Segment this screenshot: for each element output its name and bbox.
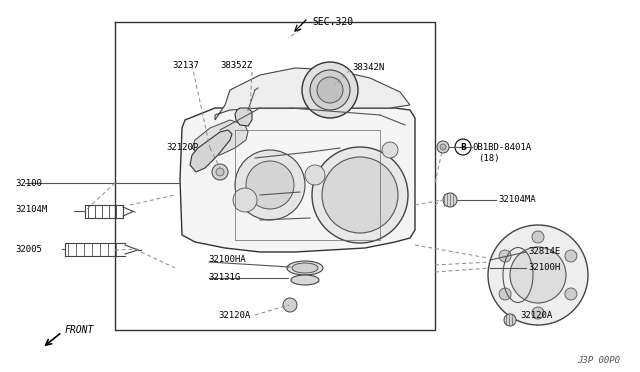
Polygon shape (192, 120, 248, 155)
Text: 32100H: 32100H (528, 263, 560, 273)
Text: 32100: 32100 (15, 179, 42, 187)
Circle shape (499, 250, 511, 262)
Text: 38342N: 38342N (352, 64, 384, 73)
Circle shape (532, 307, 544, 319)
Circle shape (322, 157, 398, 233)
Circle shape (233, 188, 257, 212)
Circle shape (305, 165, 325, 185)
Text: 38352Z: 38352Z (220, 61, 252, 70)
Circle shape (440, 144, 446, 150)
Text: 0B1BD-8401A: 0B1BD-8401A (472, 142, 531, 151)
Circle shape (488, 225, 588, 325)
Text: 32814E: 32814E (528, 247, 560, 257)
Circle shape (455, 139, 471, 155)
Text: 32120A: 32120A (520, 311, 552, 320)
Circle shape (565, 250, 577, 262)
Circle shape (312, 147, 408, 243)
Text: J3P 00P0: J3P 00P0 (577, 356, 620, 365)
Circle shape (317, 77, 343, 103)
Polygon shape (235, 108, 252, 126)
Text: 32131G: 32131G (208, 273, 240, 282)
Text: 32005: 32005 (15, 246, 42, 254)
Circle shape (510, 247, 566, 303)
Text: (18): (18) (478, 154, 499, 163)
Text: 32100HA: 32100HA (208, 256, 246, 264)
Text: 32120A: 32120A (218, 311, 250, 320)
Circle shape (437, 141, 449, 153)
Circle shape (212, 164, 228, 180)
Circle shape (499, 288, 511, 300)
Circle shape (246, 161, 294, 209)
Circle shape (565, 288, 577, 300)
Circle shape (235, 150, 305, 220)
Text: 32137: 32137 (172, 61, 199, 70)
Text: 32120P: 32120P (166, 144, 198, 153)
Circle shape (310, 70, 350, 110)
Ellipse shape (287, 261, 323, 275)
Text: 32104MA: 32104MA (498, 196, 536, 205)
Text: SEC.320: SEC.320 (312, 17, 353, 27)
Text: 32104M: 32104M (15, 205, 47, 215)
Polygon shape (180, 108, 415, 252)
Circle shape (504, 314, 516, 326)
Circle shape (532, 231, 544, 243)
Text: B: B (460, 142, 466, 151)
Polygon shape (215, 68, 410, 120)
Circle shape (283, 298, 297, 312)
Ellipse shape (292, 263, 318, 273)
Ellipse shape (291, 275, 319, 285)
Circle shape (443, 193, 457, 207)
Polygon shape (190, 130, 232, 172)
Circle shape (216, 168, 224, 176)
Text: FRONT: FRONT (65, 325, 94, 335)
Circle shape (302, 62, 358, 118)
Circle shape (382, 142, 398, 158)
